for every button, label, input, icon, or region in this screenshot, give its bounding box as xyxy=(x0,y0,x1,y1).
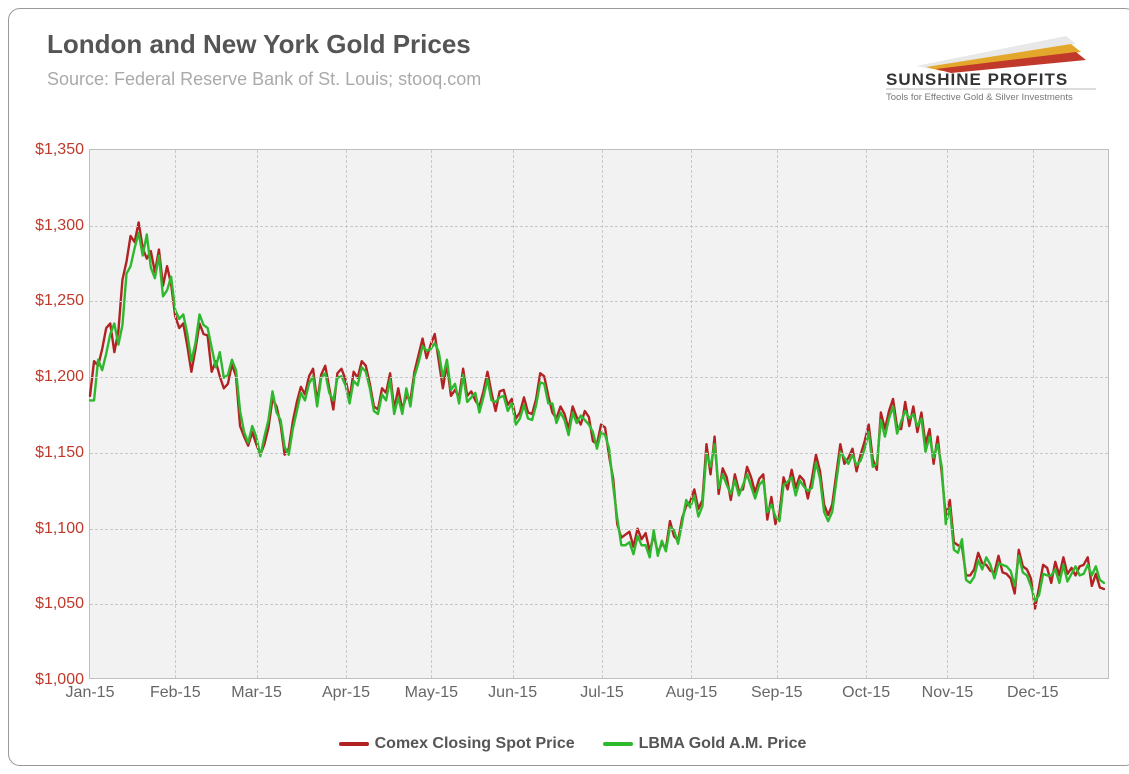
gridline-horizontal xyxy=(90,377,1108,378)
gridline-horizontal xyxy=(90,529,1108,530)
gridline-vertical xyxy=(175,150,176,678)
x-axis-label: Feb-15 xyxy=(150,684,201,702)
plot-area: $1,000$1,050$1,100$1,150$1,200$1,250$1,3… xyxy=(89,149,1109,679)
x-axis-label: Sep-15 xyxy=(751,684,803,702)
x-axis-label: Nov-15 xyxy=(922,684,974,702)
x-axis-label: Jan-15 xyxy=(66,684,115,702)
y-axis-label: $1,150 xyxy=(24,444,84,462)
gridline-vertical xyxy=(866,150,867,678)
series-line xyxy=(90,233,1104,601)
legend-item: LBMA Gold A.M. Price xyxy=(603,735,807,753)
x-axis-label: Mar-15 xyxy=(231,684,282,702)
gridline-vertical xyxy=(777,150,778,678)
x-axis-label: Apr-15 xyxy=(322,684,370,702)
brand-logo: SUNSHINE PROFITS Tools for Effective Gol… xyxy=(876,31,1106,103)
logo-brand-text: SUNSHINE PROFITS xyxy=(886,70,1068,89)
gridline-vertical xyxy=(691,150,692,678)
legend-swatch xyxy=(339,742,369,746)
x-axis-label: Jun-15 xyxy=(488,684,537,702)
legend: Comex Closing Spot Price LBMA Gold A.M. P… xyxy=(9,735,1129,753)
logo-swoosh-icon xyxy=(916,36,1086,73)
gridline-vertical xyxy=(602,150,603,678)
x-axis-label: Aug-15 xyxy=(666,684,718,702)
chart-subtitle: Source: Federal Reserve Bank of St. Loui… xyxy=(47,69,481,90)
legend-label: LBMA Gold A.M. Price xyxy=(639,735,807,753)
chart-container: London and New York Gold Prices Source: … xyxy=(8,8,1129,766)
y-axis-label: $1,350 xyxy=(24,141,84,159)
gridline-vertical xyxy=(1033,150,1034,678)
gridline-horizontal xyxy=(90,604,1108,605)
y-axis-label: $1,050 xyxy=(24,595,84,613)
legend-item: Comex Closing Spot Price xyxy=(339,735,575,753)
legend-label: Comex Closing Spot Price xyxy=(375,735,575,753)
gridline-vertical xyxy=(431,150,432,678)
y-axis-label: $1,300 xyxy=(24,217,84,235)
gridline-horizontal xyxy=(90,301,1108,302)
gridline-vertical xyxy=(513,150,514,678)
legend-swatch xyxy=(603,742,633,746)
logo-tagline-text: Tools for Effective Gold & Silver Invest… xyxy=(886,92,1073,103)
gridline-vertical xyxy=(257,150,258,678)
gridline-vertical xyxy=(947,150,948,678)
gridline-horizontal xyxy=(90,453,1108,454)
gridline-vertical xyxy=(346,150,347,678)
y-axis-label: $1,250 xyxy=(24,292,84,310)
x-axis-label: Dec-15 xyxy=(1007,684,1059,702)
gridline-horizontal xyxy=(90,226,1108,227)
y-axis-label: $1,100 xyxy=(24,520,84,538)
x-axis-label: Jul-15 xyxy=(580,684,624,702)
y-axis-label: $1,200 xyxy=(24,368,84,386)
x-axis-label: Oct-15 xyxy=(842,684,890,702)
plot-svg xyxy=(90,150,1108,678)
x-axis-label: May-15 xyxy=(405,684,458,702)
chart-title: London and New York Gold Prices xyxy=(47,29,471,60)
